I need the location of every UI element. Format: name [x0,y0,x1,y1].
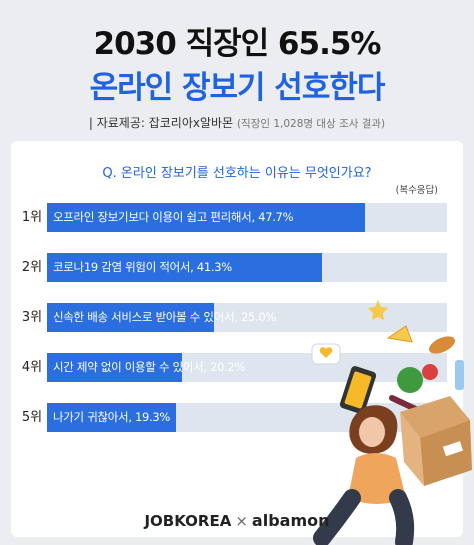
bar-label: 시간 제약 없이 이용할 수 있어서, 20.2% [53,360,246,374]
source-label: | 자료제공: 잡코리아x알바몬 [88,116,234,130]
bar [47,403,176,432]
rank-label: 1위 [21,210,43,225]
multi-answer-note: (복수응답) [395,185,438,196]
box-icon [400,396,472,486]
rank-label: 2위 [21,260,43,275]
rank-label: 5위 [21,410,43,425]
bar-track: 시간 제약 없이 이용할 수 있어서, 20.2% [47,353,447,382]
footer-logos: JOBKOREA × albamon [0,511,474,530]
rank-label: 3위 [21,310,43,325]
title-line-1: 2030 직장인 65.5% [93,26,382,62]
source-note: (직장인 1,028명 대상 조사 결과) [236,118,386,130]
bar-label: 신속한 배송 서비스로 받아볼 수 있어서, 25.0% [53,310,276,324]
woman-figure [313,405,415,545]
jobkorea-logo: JOBKOREA [144,512,232,530]
bar-label: 코로나19 감염 위험이 적어서, 41.3% [53,260,232,274]
bar [47,253,322,282]
heart-bubble-icon [311,343,341,365]
bar [47,203,365,232]
bar-label: 오프라인 장보기보다 이용이 쉽고 편리해서, 47.7% [53,210,294,224]
bar [47,303,214,332]
rank-label: 4위 [21,360,43,375]
source-line: | 자료제공: 잡코리아x알바몬 (직장인 1,028명 대상 조사 결과) [0,114,474,131]
albamon-logo: albamon [251,511,330,530]
title-line-2: 온라인 장보기 선호한다 [89,70,386,106]
bar-label: 나가기 귀찮아서, 19.3% [53,410,171,424]
bar-track: 코로나19 감염 위험이 적어서, 41.3% [47,253,447,282]
cheese-icon [386,325,413,343]
logo-separator: × [235,512,248,530]
bread-icon [428,336,456,354]
smartphone-icon [339,366,377,414]
bar-track: 오프라인 장보기보다 이용이 쉽고 편리해서, 47.7% [47,203,447,232]
question-text: Q. 온라인 장보기를 선호하는 이유는 무엇인가요? [102,166,372,181]
bar [47,353,182,382]
star-icon [368,300,388,320]
